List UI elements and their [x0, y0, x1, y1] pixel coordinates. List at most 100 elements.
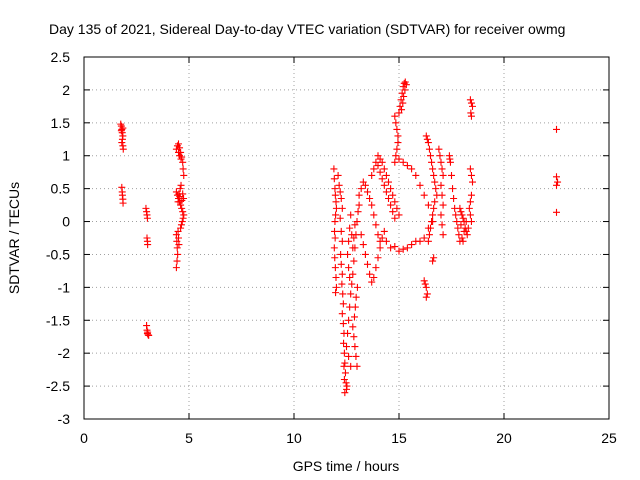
data-point — [176, 152, 184, 160]
data-point — [351, 343, 359, 351]
data-point — [179, 208, 187, 216]
data-point — [456, 204, 464, 212]
data-point — [439, 201, 447, 209]
data-point — [424, 237, 432, 245]
data-point — [466, 198, 474, 206]
data-point — [331, 218, 339, 226]
data-point — [341, 369, 349, 377]
x-tick-label: 15 — [391, 430, 407, 446]
data-point — [458, 211, 466, 219]
data-point — [331, 185, 339, 193]
data-point — [337, 195, 345, 203]
data-point — [119, 145, 127, 153]
data-point — [180, 171, 188, 179]
data-point — [553, 125, 560, 133]
data-point — [351, 221, 359, 229]
data-point — [402, 81, 410, 89]
data-point — [458, 234, 466, 242]
data-point — [467, 99, 475, 107]
data-point — [466, 165, 474, 173]
data-point — [372, 264, 380, 272]
data-point — [338, 270, 346, 278]
data-point — [374, 254, 382, 262]
data-point — [382, 188, 390, 196]
data-point — [179, 214, 187, 222]
data-point — [339, 300, 347, 308]
data-point — [423, 290, 431, 298]
data-point — [348, 280, 356, 288]
data-point — [457, 208, 465, 216]
data-point — [391, 158, 399, 166]
y-tick-label: -3 — [58, 411, 71, 427]
data-point — [372, 221, 380, 229]
data-point — [398, 106, 406, 114]
data-point — [338, 280, 346, 288]
data-point — [392, 152, 400, 160]
data-point — [359, 241, 367, 249]
data-point — [175, 234, 182, 242]
data-point — [177, 181, 185, 189]
data-point — [338, 237, 346, 245]
data-point — [330, 165, 338, 173]
data-point — [449, 185, 457, 193]
data-point — [349, 323, 357, 331]
data-point — [467, 171, 475, 179]
data-point — [331, 254, 339, 262]
data-point — [387, 185, 395, 193]
data-point — [387, 201, 395, 209]
data-point — [355, 201, 363, 209]
data-point — [376, 168, 384, 176]
data-point — [334, 171, 342, 179]
data-point — [178, 204, 186, 212]
data-point — [385, 195, 392, 203]
data-point — [467, 112, 475, 120]
data-point — [361, 250, 369, 258]
data-point — [431, 198, 439, 206]
data-point — [344, 250, 352, 258]
data-point — [380, 165, 388, 173]
data-point — [350, 333, 358, 341]
data-point — [338, 310, 346, 318]
data-point — [438, 221, 446, 229]
data-point — [439, 171, 447, 179]
data-point — [452, 211, 460, 219]
data-point — [119, 124, 127, 132]
data-point — [450, 195, 458, 203]
x-tick-label: 20 — [496, 430, 512, 446]
data-point — [335, 181, 343, 189]
data-point — [340, 339, 348, 347]
data-point — [395, 211, 403, 219]
data-point — [553, 173, 560, 181]
data-point — [394, 139, 402, 147]
y-axis-label: SDTVAR / TECUs — [6, 182, 22, 294]
data-point — [423, 135, 431, 143]
data-point — [368, 278, 376, 286]
data-point — [430, 204, 438, 212]
data-point — [336, 188, 344, 196]
x-tick-label: 0 — [80, 430, 88, 446]
x-axis-label: GPS time / hours — [293, 458, 400, 474]
data-point — [331, 227, 339, 235]
data-point — [446, 158, 454, 166]
data-point — [427, 224, 434, 232]
data-point — [370, 165, 378, 173]
data-points — [117, 78, 562, 397]
data-point — [424, 201, 432, 209]
grid-lines — [84, 57, 609, 419]
data-point — [453, 218, 461, 226]
data-point — [180, 211, 188, 219]
data-point — [378, 158, 386, 166]
data-point — [175, 140, 182, 148]
data-point — [380, 181, 388, 189]
data-point — [430, 171, 438, 179]
data-point — [427, 152, 434, 160]
data-point — [332, 198, 340, 206]
y-tick-label: 1 — [62, 148, 70, 164]
data-point — [393, 204, 401, 212]
data-point — [337, 260, 345, 268]
data-point — [391, 112, 399, 120]
data-point — [425, 231, 433, 239]
data-point — [467, 109, 475, 117]
plot-frame — [83, 56, 610, 420]
